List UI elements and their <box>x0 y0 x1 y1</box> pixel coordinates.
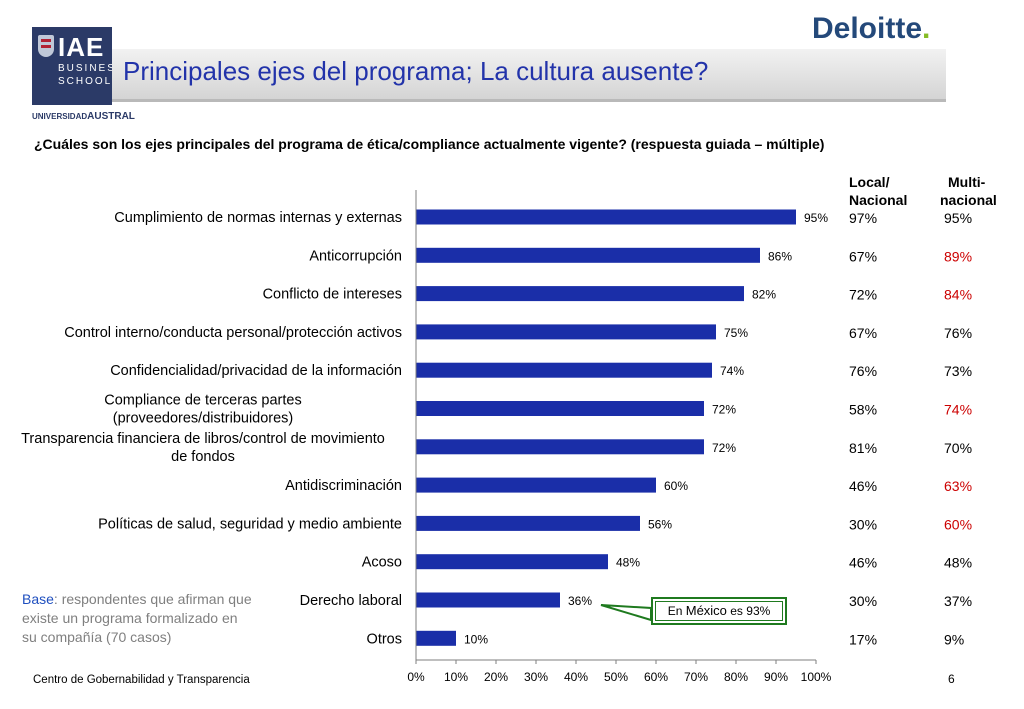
local-value: 67% <box>849 248 877 264</box>
local-value: 72% <box>849 287 877 303</box>
category-labels: Cumplimiento de normas internas y extern… <box>21 210 402 647</box>
x-tick-label: 30% <box>524 670 548 684</box>
category-label: Políticas de salud, seguridad y medio am… <box>98 516 402 532</box>
local-value: 81% <box>849 440 877 456</box>
bar <box>416 554 608 570</box>
bar-value-label: 56% <box>648 517 672 531</box>
deloitte-logo: Deloitte. <box>812 12 931 45</box>
x-tick-label: 40% <box>564 670 588 684</box>
x-tick-label: 90% <box>764 670 788 684</box>
local-value: 30% <box>849 516 877 532</box>
bar <box>416 209 796 225</box>
multi-value: 9% <box>944 631 964 647</box>
universidad-austral-text: UNIVERSIDADAUSTRAL <box>32 111 135 122</box>
local-value: 17% <box>849 631 877 647</box>
category-label: Confidencialidad/privacidad de la inform… <box>110 363 402 379</box>
multi-value: 84% <box>944 287 972 303</box>
bar-value-label: 74% <box>720 364 744 378</box>
value-labels: 95% 86% 82% 75% 74% 72% 72% 60% 56% 48% 36% 10% <box>464 211 828 646</box>
x-tick-label: 10% <box>444 670 468 684</box>
bar-value-label: 86% <box>768 249 792 263</box>
bar <box>416 592 560 608</box>
bar-value-label: 75% <box>724 326 748 340</box>
multi-value: 73% <box>944 363 972 379</box>
bar-value-label: 36% <box>568 594 592 608</box>
local-header: Nacional <box>849 192 907 208</box>
callout-pointer <box>600 604 652 622</box>
local-value: 67% <box>849 325 877 341</box>
bar <box>416 401 704 416</box>
local-value: 97% <box>849 210 877 226</box>
category-label: de fondos <box>171 449 235 465</box>
bar <box>416 439 704 455</box>
category-label: Otros <box>367 631 402 647</box>
local-value: 58% <box>849 402 877 418</box>
multi-value: 95% <box>944 210 972 226</box>
category-label: Conflicto de intereses <box>263 287 402 303</box>
local-value: 46% <box>849 478 877 494</box>
category-label: Acoso <box>362 555 402 571</box>
category-label: Antidiscriminación <box>285 478 402 494</box>
local-value: 46% <box>849 555 877 571</box>
bar-value-label: 72% <box>712 403 736 417</box>
base-text: : respondentes que afirman que existe un… <box>22 591 252 645</box>
iae-logo-line1: BUSINESS <box>58 63 125 74</box>
bar-value-label: 82% <box>752 288 776 302</box>
bar <box>416 324 716 340</box>
title-band <box>112 49 946 102</box>
multi-header: nacional <box>940 192 997 208</box>
bar <box>416 630 456 646</box>
bar <box>416 286 744 302</box>
x-tick-label: 60% <box>644 670 668 684</box>
bar-chart: Cumplimiento de normas internas y extern… <box>21 174 997 684</box>
category-label: Transparencia financiera de libros/contr… <box>21 431 385 447</box>
multi-value: 37% <box>944 593 972 609</box>
local-value: 30% <box>849 593 877 609</box>
x-tick-label: 50% <box>604 670 628 684</box>
multi-header: Multi- <box>948 174 986 190</box>
bar <box>416 247 760 263</box>
bar-value-label: 72% <box>712 441 736 455</box>
bar-value-label: 95% <box>804 211 828 225</box>
bar-value-label: 60% <box>664 479 688 493</box>
bars <box>416 209 796 646</box>
comparison-table: Local/Nacional Multi-nacional 97% 95% 67% 89%… <box>849 174 997 647</box>
bar-value-label: 48% <box>616 556 640 570</box>
x-tick-label: 70% <box>684 670 708 684</box>
category-label: Anticorrupción <box>309 248 402 264</box>
x-tick-label: 80% <box>724 670 748 684</box>
base-note: Base: respondentes que afirman que exist… <box>22 590 252 647</box>
x-tick-label: 100% <box>801 670 832 684</box>
multi-value: 74% <box>944 402 972 418</box>
category-label: Control interno/conducta personal/protec… <box>64 325 402 341</box>
iae-logo-line2: SCHOOL <box>58 76 113 87</box>
bar-value-label: 10% <box>464 632 488 646</box>
page-title: Principales ejes del programa; La cultur… <box>123 56 709 86</box>
multi-value: 70% <box>944 440 972 456</box>
crest-icon <box>38 35 54 57</box>
iae-business-school-logo: IAE BUSINESS SCHOOL UNIVERSIDADAUSTRAL <box>32 27 135 127</box>
category-label: Derecho laboral <box>300 593 402 609</box>
multi-value: 89% <box>944 248 972 264</box>
x-tick-label: 0% <box>407 670 425 684</box>
multi-value: 63% <box>944 478 972 494</box>
multi-value: 76% <box>944 325 972 341</box>
multi-value: 60% <box>944 516 972 532</box>
local-header: Local/ <box>849 174 890 190</box>
category-label: Compliance de terceras partes <box>104 393 301 409</box>
category-label: Cumplimiento de normas internas y extern… <box>114 210 402 226</box>
mexico-callout: En México es 93% <box>651 597 787 625</box>
multi-value: 48% <box>944 555 972 571</box>
bar <box>416 515 640 531</box>
category-label: (proveedores/distribuidores) <box>113 411 294 427</box>
footer-source: Centro de Gobernabilidad y Transparencia <box>33 674 250 686</box>
x-tick-label: 20% <box>484 670 508 684</box>
local-value: 76% <box>849 363 877 379</box>
bar <box>416 362 712 378</box>
base-label: Base <box>22 591 54 607</box>
survey-question: ¿Cuáles son los ejes principales del pro… <box>34 136 825 152</box>
iae-logo-text: IAE <box>58 32 105 62</box>
page-number: 6 <box>948 672 955 686</box>
bar <box>416 477 656 493</box>
